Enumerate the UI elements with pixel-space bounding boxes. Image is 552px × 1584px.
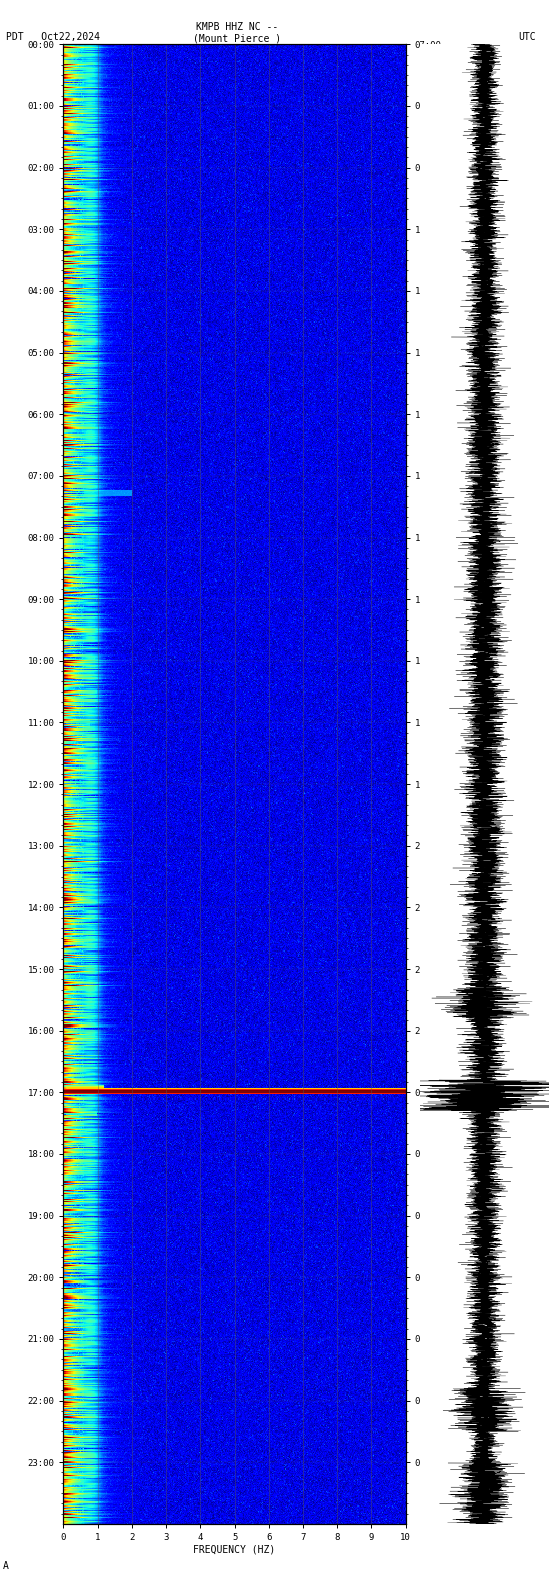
Text: KMPB HHZ NC --: KMPB HHZ NC -- [196, 22, 279, 32]
X-axis label: FREQUENCY (HZ): FREQUENCY (HZ) [193, 1544, 276, 1554]
Text: PDT   Oct22,2024: PDT Oct22,2024 [6, 32, 99, 41]
Text: A: A [3, 1562, 9, 1571]
Text: (Mount Pierce ): (Mount Pierce ) [193, 33, 282, 43]
Text: UTC: UTC [518, 32, 535, 41]
